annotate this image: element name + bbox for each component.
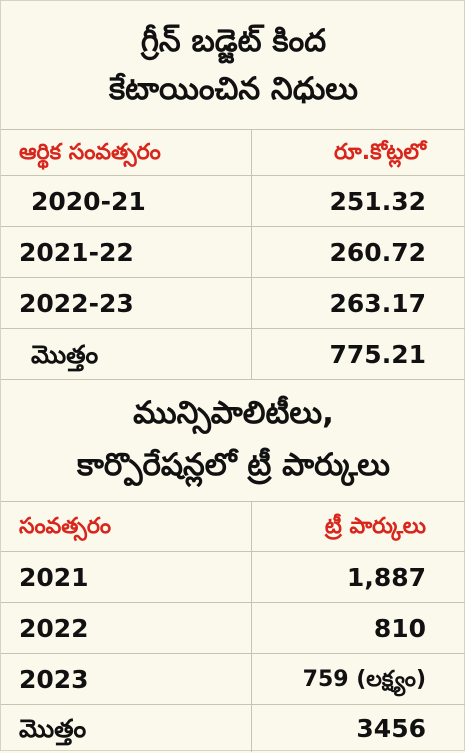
table-row: 2021-22 260.72 bbox=[1, 226, 465, 277]
section1-header-row: ఆర్థిక సంవత్సరం రూ.కోట్లలో bbox=[1, 129, 465, 175]
row-label: 2021 bbox=[19, 563, 89, 592]
table-row: 2021 1,887 bbox=[1, 551, 465, 602]
section1-title-line1: గ్రీన్ బడ్జెట్ కింద bbox=[140, 23, 327, 59]
section2-header-year: సంవత్సరం bbox=[19, 514, 112, 539]
row-label-total: మొత్తం bbox=[19, 714, 87, 743]
row-value-total: 775.21 bbox=[329, 340, 426, 369]
section2-header-tree-parks: ట్రీ పార్కులు bbox=[324, 514, 426, 539]
table-row-total: మొత్తం 775.21 bbox=[1, 328, 465, 379]
section1-header-crores: రూ.కోట్లలో bbox=[333, 140, 426, 165]
row-value: 1,887 bbox=[346, 563, 426, 592]
row-value-total: 3456 bbox=[356, 714, 426, 743]
row-label: 2023 bbox=[19, 665, 89, 694]
table-row: 2020-21 251.32 bbox=[1, 175, 465, 226]
row-value: 810 bbox=[373, 614, 426, 643]
row-label: 2020-21 bbox=[31, 187, 146, 216]
section2-title-line1: మున్సిపాలిటీలు, bbox=[133, 395, 334, 431]
section1-column-divider bbox=[251, 129, 252, 379]
row-label: 2022-23 bbox=[19, 289, 134, 318]
section2-column-divider bbox=[251, 501, 252, 752]
section1-bottom-rule bbox=[1, 379, 465, 380]
row-value: 759 (లక్ష్యం) bbox=[302, 667, 426, 692]
row-label-total: మొత్తం bbox=[31, 340, 99, 369]
section1-header-fiscal-year: ఆర్థిక సంవత్సరం bbox=[19, 140, 161, 165]
table-row: 2022 810 bbox=[1, 602, 465, 653]
row-label: 2022 bbox=[19, 614, 89, 643]
row-value: 260.72 bbox=[329, 238, 426, 267]
row-value: 251.32 bbox=[329, 187, 426, 216]
section2-title-line2: కార్పొరేషన్లలో ట్రీ పార్కులు bbox=[77, 447, 390, 483]
section1-title-line2: కేటాయించిన నిధులు bbox=[108, 71, 359, 107]
section2-header-row: సంవత్సరం ట్రీ పార్కులు bbox=[1, 501, 465, 551]
row-label: 2021-22 bbox=[19, 238, 134, 267]
row-value: 263.17 bbox=[329, 289, 426, 318]
table-row: 2022-23 263.17 bbox=[1, 277, 465, 328]
table-row: 2023 759 (లక్ష్యం) bbox=[1, 653, 465, 704]
table-row-total: మొత్తం 3456 bbox=[1, 704, 465, 752]
